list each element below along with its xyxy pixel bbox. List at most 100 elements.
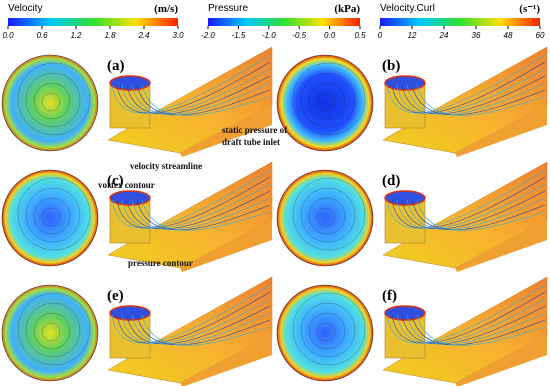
colorbar-tick-label: -1.0: [262, 31, 276, 40]
annotation: draft tube inlet: [222, 137, 280, 147]
colorbar-tick-label: 3.0: [172, 31, 184, 40]
colorbar-tick-label: 0.5: [354, 31, 366, 40]
colorbar-tick-label: 0.6: [36, 31, 48, 40]
colorbar-tick-label: -0.5: [292, 31, 306, 40]
streamline: [121, 68, 271, 114]
contour-line: [300, 187, 356, 243]
streamline: [141, 84, 271, 116]
contour-line: [292, 177, 366, 251]
contour-line: [41, 322, 61, 342]
contour-line: [292, 292, 366, 366]
streamline: [116, 61, 271, 114]
colorbar-tick-label: 12: [408, 31, 417, 40]
contour-line: [300, 302, 356, 358]
streamline: [416, 199, 546, 231]
streamline: [401, 190, 546, 230]
streamline: [111, 169, 271, 229]
streamline: [111, 284, 271, 344]
contour-line: [316, 92, 336, 112]
streamline: [136, 199, 271, 231]
streamline: [406, 312, 546, 345]
contour-line: [25, 187, 81, 243]
contour-line: [25, 72, 81, 128]
panel: (e): [1, 276, 273, 386]
annotation: pressure contour: [128, 258, 193, 268]
colorbar-title: Velocity.Curl: [380, 3, 435, 14]
panel-label: (e): [107, 288, 124, 304]
contour-line: [308, 312, 346, 350]
streamline: [411, 314, 546, 346]
panel-label: (a): [107, 58, 125, 74]
streamline: [141, 314, 271, 346]
streamline: [396, 183, 546, 229]
colorbar-tick-label: -2.0: [201, 31, 215, 40]
colorbar-tick-label: 48: [504, 31, 513, 40]
streamline: [126, 305, 271, 345]
colorbar-tick-label: 1.8: [104, 31, 116, 40]
colorbars: Velocity (m/s) 0.0 0.6 1.2 1.8 2.4 3.0 Pressure (…: [2, 3, 545, 40]
colorbar-tick-label: 24: [439, 31, 449, 40]
colorbar-unit: (m/s): [154, 3, 178, 15]
contour-disc: [1, 54, 99, 152]
contour-line: [316, 322, 336, 342]
draft-tube-side: [455, 220, 547, 272]
draft-tube-side: [455, 105, 547, 157]
contour-line: [33, 197, 71, 235]
annotation: static pressure of: [222, 125, 288, 135]
streamline: [391, 61, 546, 114]
contour-line: [17, 177, 91, 251]
contour-line: [292, 62, 366, 136]
streamline: [406, 197, 546, 230]
colorbar-tick-label: 0: [378, 31, 383, 40]
streamline: [131, 82, 271, 115]
contour-line: [17, 292, 91, 366]
streamline: [131, 197, 271, 230]
streamline: [126, 75, 271, 115]
cylinder-top: [109, 305, 151, 321]
draft-tube-side: [180, 335, 272, 386]
contour-line: [41, 207, 61, 227]
colorbar-tick-label: 0.0: [2, 31, 14, 40]
streamline: [116, 291, 271, 344]
streamline: [136, 84, 271, 116]
streamline: [416, 84, 546, 116]
colorbar: [208, 18, 360, 26]
streamline: [386, 169, 546, 229]
panel-label: (b): [382, 58, 400, 74]
colorbar-tick-label: 1.2: [70, 31, 82, 40]
contour-line: [308, 197, 346, 235]
streamline: [401, 75, 546, 115]
panel: (d): [276, 161, 548, 272]
panel-label: (f): [382, 288, 397, 304]
draft-tube-side: [455, 335, 547, 386]
streamline: [411, 199, 546, 231]
panel: (f): [276, 276, 548, 386]
contour-line: [300, 72, 356, 128]
colorbar-title: Pressure: [208, 3, 248, 14]
contour-disc: [1, 284, 99, 382]
cylinder-top: [384, 190, 426, 206]
panel: (a): [1, 46, 273, 157]
panel: (c): [1, 161, 273, 272]
colorbar-tick-label: 60: [536, 31, 545, 40]
colorbar-tick-label: -1.5: [232, 31, 246, 40]
streamline: [386, 54, 546, 114]
streamline: [131, 312, 271, 345]
colorbar-tick-label: 2.4: [137, 31, 150, 40]
panel-label: (d): [382, 173, 400, 189]
streamline: [391, 176, 546, 229]
annotation: velocity streamline: [130, 161, 202, 171]
streamline: [396, 298, 546, 344]
cylinder-top: [384, 75, 426, 91]
cylinder-top: [384, 305, 426, 321]
streamline: [111, 54, 271, 114]
streamline: [396, 68, 546, 114]
streamline: [121, 183, 271, 229]
contour-disc: [276, 54, 374, 152]
contour-line: [33, 82, 71, 120]
panel-label: (c): [107, 173, 124, 189]
contour-disc: [276, 169, 374, 267]
contour-line: [41, 92, 61, 112]
streamline: [136, 314, 271, 346]
